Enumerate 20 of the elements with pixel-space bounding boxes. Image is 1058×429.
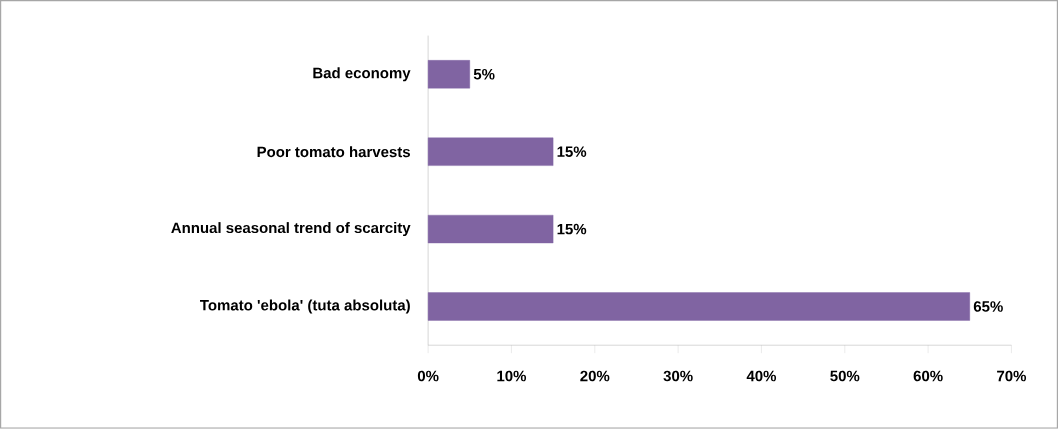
y-tick-label: Annual seasonal trend of scarcity [171, 222, 411, 237]
data-label: 5% [473, 69, 495, 80]
y-tick-label: Poor tomato harvests [257, 146, 410, 158]
x-tick-label: 20% [580, 370, 610, 382]
y-tick-label: Tomato 'ebola' (tuta absoluta) [200, 299, 410, 314]
x-tick-label: 60% [913, 370, 943, 382]
y-tick-label: Bad economy [313, 67, 411, 82]
data-label: 15% [557, 146, 587, 158]
bar [427, 292, 970, 321]
data-label: 15% [557, 223, 587, 235]
bar [427, 60, 470, 89]
data-label: 65% [973, 301, 1003, 312]
x-tick-label: 10% [497, 370, 527, 382]
bar [427, 137, 554, 166]
x-tick-label: 50% [830, 370, 860, 382]
bar [427, 215, 554, 244]
x-tick-label: 70% [997, 370, 1027, 382]
x-tick-label: 40% [746, 370, 777, 382]
x-tick-label: 0% [417, 370, 439, 382]
x-tick-label: 30% [663, 370, 693, 382]
